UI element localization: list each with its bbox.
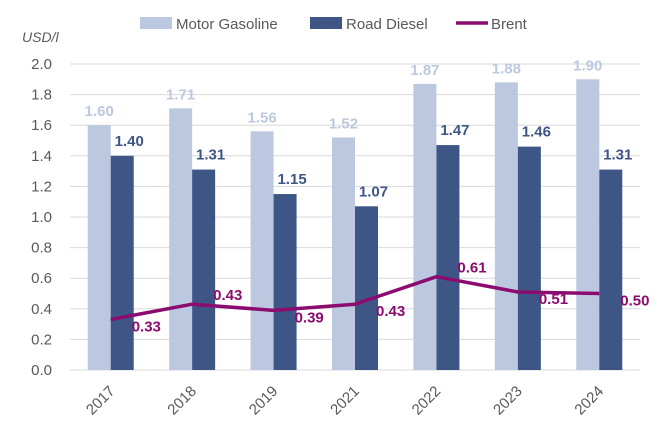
diesel-bar (599, 169, 623, 370)
brent-data-label: 0.33 (132, 319, 161, 336)
gasoline-bar (576, 79, 600, 371)
brent-data-label: 0.61 (457, 260, 486, 277)
gasoline-bar (332, 137, 355, 370)
gasoline-data-label: 1.52 (329, 115, 358, 132)
gasoline-bar (87, 125, 111, 370)
legend-swatch-diesel (310, 17, 342, 29)
gasoline-data-label: 1.87 (410, 62, 439, 79)
legend-label-diesel: Road Diesel (346, 16, 428, 33)
gasoline-bar (413, 83, 437, 370)
gasoline-data-label: 1.60 (85, 103, 114, 120)
diesel-bar (436, 145, 460, 370)
diesel-data-label: 1.40 (115, 133, 144, 150)
gasoline-bar (250, 131, 274, 370)
x-tick-label: 2021 (327, 383, 363, 419)
brent-line (110, 274, 600, 322)
y-tick-label: 0.8 (31, 240, 52, 257)
diesel-bar (273, 194, 297, 370)
x-tick-label: 2024 (571, 383, 607, 419)
y-tick-label: 2.0 (31, 56, 52, 73)
y-tick-label: 0.0 (31, 362, 52, 379)
x-tick-label: 2018 (164, 383, 200, 419)
diesel-bar (192, 169, 216, 370)
gasoline-data-label: 1.71 (166, 86, 195, 103)
brent-data-label: 0.51 (539, 291, 568, 308)
diesel-data-label: 1.31 (603, 147, 632, 164)
diesel-data-label: 1.46 (522, 124, 551, 141)
brent-data-label: 0.39 (295, 309, 324, 326)
diesel-bar (517, 146, 541, 370)
diesel-bar (110, 155, 134, 370)
y-tick-label: 1.8 (31, 87, 52, 104)
diesel-data-label: 1.07 (359, 183, 388, 200)
y-tick-label: 1.2 (31, 178, 52, 195)
y-axis-label: USD/l (22, 29, 59, 45)
x-tick-label: 2017 (83, 383, 119, 419)
legend-label-gasoline: Motor Gasoline (176, 16, 278, 33)
gasoline-bar (494, 82, 518, 371)
legend-label-brent: Brent (491, 16, 528, 33)
y-tick-label: 1.0 (31, 209, 52, 226)
y-tick-label: 0.6 (31, 270, 52, 287)
y-tick-label: 1.6 (31, 117, 52, 134)
gasoline-data-label: 1.90 (573, 57, 602, 74)
x-tick-label: 2023 (490, 383, 526, 419)
diesel-data-label: 1.47 (440, 122, 469, 139)
x-tick-label: 2019 (246, 383, 282, 419)
gasoline-bar (169, 108, 193, 371)
y-tick-label: 0.4 (31, 301, 52, 318)
legend-swatch-gasoline (140, 17, 172, 29)
gasoline-data-label: 1.88 (492, 60, 521, 77)
diesel-bar (355, 206, 378, 370)
gasoline-data-label: 1.56 (247, 109, 276, 126)
brent-data-label: 0.43 (376, 303, 405, 320)
brent-data-label: 0.50 (620, 293, 649, 310)
diesel-data-label: 1.15 (277, 171, 306, 188)
y-tick-label: 1.4 (31, 148, 52, 165)
brent-data-label: 0.43 (213, 287, 242, 304)
x-tick-label: 2022 (409, 383, 445, 419)
diesel-data-label: 1.31 (196, 147, 225, 164)
y-tick-label: 0.2 (31, 331, 52, 348)
